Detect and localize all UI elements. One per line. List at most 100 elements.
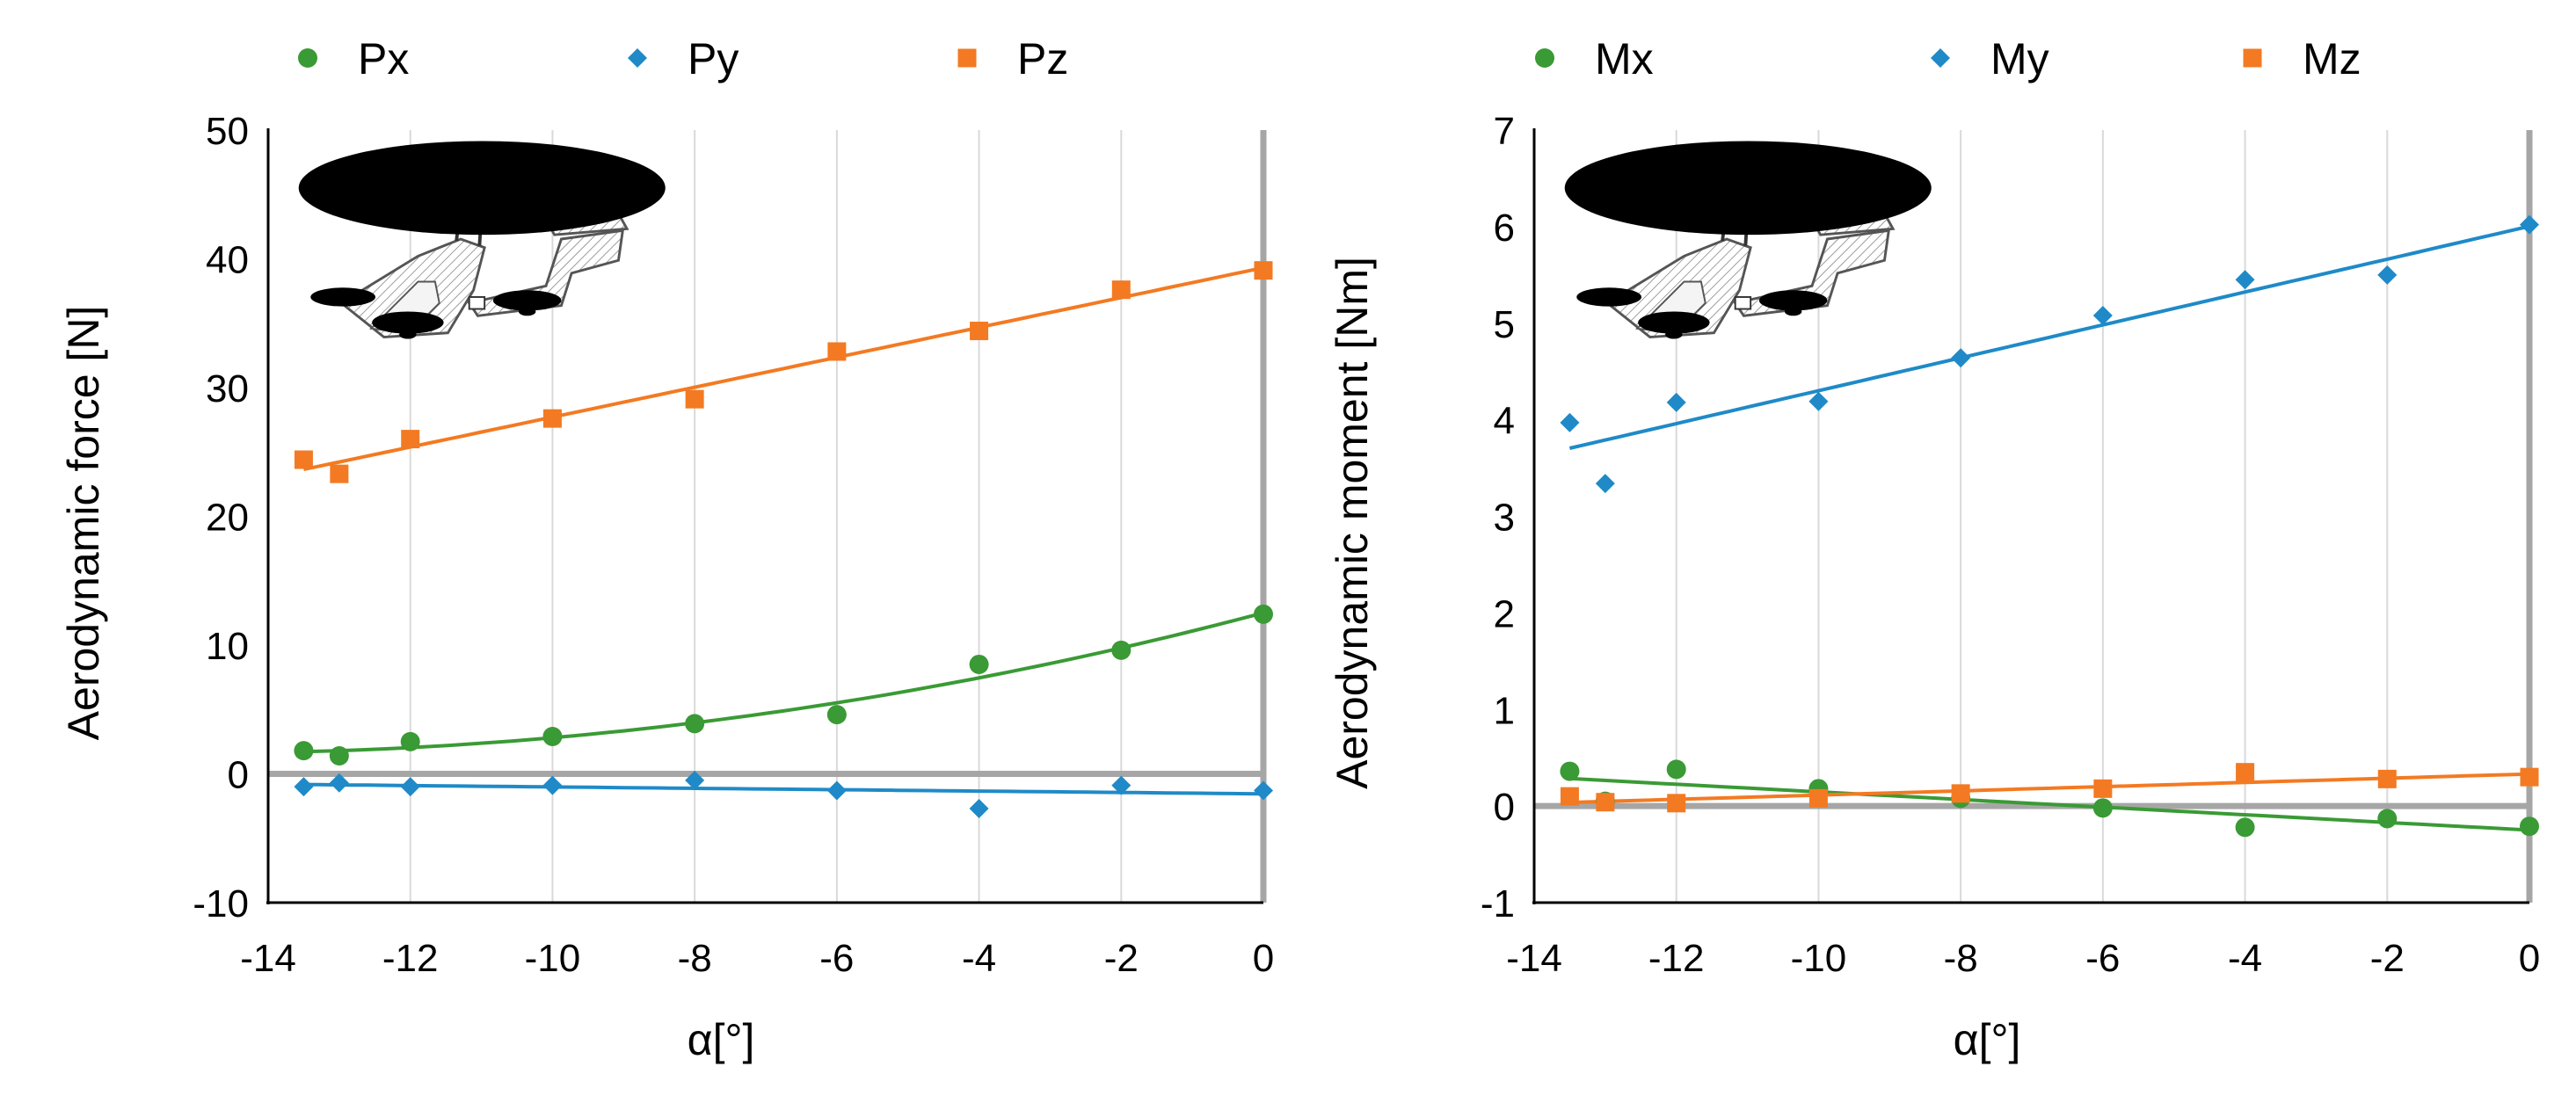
point-mz: [2093, 779, 2113, 798]
legend-item-pz: Pz: [957, 34, 1068, 83]
moment-chart-y-tick-label: 4: [1494, 400, 1515, 443]
moment-chart-helicopter-icon: [1562, 139, 1933, 341]
point-my: [1595, 474, 1615, 494]
moment-chart-y-tick-label: 0: [1494, 786, 1515, 829]
legend-label-px: Px: [358, 34, 409, 83]
point-px: [1111, 640, 1132, 660]
trendline-mx: [1569, 776, 2530, 832]
moment-chart-y-tick-label: -1: [1481, 882, 1515, 925]
point-my: [2235, 270, 2255, 290]
point-px: [969, 654, 989, 674]
force-chart-y-tick-label: 0: [228, 754, 249, 797]
force-chart-x-tick-label: -2: [1104, 937, 1139, 980]
moment-chart-x-tick-label: -12: [1648, 937, 1705, 980]
legend-marker-pz: [957, 48, 977, 68]
force-chart-frame: [266, 128, 1267, 904]
trendline-mz: [1569, 772, 2530, 805]
force-chart-x-tick-label: -4: [962, 937, 996, 980]
legend-item-py: Py: [628, 34, 739, 83]
legend-item-mz: Mz: [2243, 34, 2361, 83]
point-mz: [1560, 787, 1579, 806]
force-chart-y-tick-label: 40: [206, 239, 249, 282]
moment-chart-legend: Mx My Mz: [1535, 34, 2361, 83]
legend-label-mz: Mz: [2303, 34, 2361, 83]
point-mz: [1951, 784, 1970, 803]
point-pz: [330, 464, 349, 483]
moment-chart-y-tick-label: 2: [1494, 592, 1515, 635]
moment-chart-x-tick-label: -6: [2085, 937, 2120, 980]
point-mx: [1666, 759, 1686, 780]
point-mz: [2520, 767, 2539, 787]
moment-chart-x-ticks: -14 -12 -10 -8 -6 -4 -2 0: [1506, 937, 2540, 980]
point-py: [542, 775, 563, 795]
point-px: [294, 741, 314, 761]
point-mz: [2377, 769, 2397, 788]
point-px: [400, 731, 420, 751]
moment-chart-x-tick-label: -10: [1791, 937, 1847, 980]
force-chart: -14 -12 -10 -8 -6 -4 -2 0 -10 0 10 20 30 40 50 α[°] A…: [59, 34, 1274, 1064]
point-mx: [2520, 816, 2539, 837]
trendline-px: [303, 611, 1264, 754]
force-chart-y-title: Aerodynamic force [N]: [59, 306, 108, 741]
moment-chart-x-title: α[°]: [1954, 1015, 2021, 1064]
force-chart-x-ticks: -14 -12 -10 -8 -6 -4 -2 0: [240, 937, 1274, 980]
point-py: [294, 777, 314, 797]
point-px: [542, 727, 563, 747]
point-px: [1254, 604, 1273, 624]
moment-chart-grid: [1675, 130, 2389, 903]
point-pz: [294, 450, 313, 469]
point-mz: [1808, 788, 1828, 808]
trendline-py: [303, 782, 1264, 796]
legend-item-my: My: [1931, 34, 2049, 83]
point-px: [329, 745, 349, 766]
moment-chart-x-tick-label: -14: [1506, 937, 1562, 980]
legend-label-my: My: [1990, 34, 2049, 83]
moment-chart-y-tick-label: 7: [1494, 110, 1515, 153]
legend-marker-px: [298, 48, 317, 68]
point-pz: [401, 430, 420, 449]
point-px: [826, 705, 847, 725]
point-mx: [2377, 809, 2398, 829]
force-chart-legend: Px Py Pz: [298, 34, 1068, 83]
point-py: [400, 777, 420, 797]
moment-chart-x-tick-label: -2: [2370, 937, 2405, 980]
point-mz: [1596, 793, 1615, 812]
legend-label-py: Py: [688, 34, 739, 83]
point-py: [826, 780, 847, 801]
point-pz: [827, 342, 847, 361]
point-mz: [2236, 763, 2255, 782]
force-chart-y-tick-label: 50: [206, 110, 249, 153]
point-pz: [685, 389, 704, 409]
force-chart-x-tick-label: -14: [240, 937, 296, 980]
legend-marker-py: [628, 48, 647, 68]
moment-chart-x-tick-label: -4: [2228, 937, 2262, 980]
point-my: [1560, 412, 1580, 432]
force-chart-y-tick-label: 10: [206, 625, 249, 668]
moment-chart-markers: [1560, 214, 2539, 838]
force-chart-y-tick-label: 30: [206, 367, 249, 410]
moment-chart-y-tick-label: 6: [1494, 207, 1515, 250]
legend-marker-my: [1931, 48, 1950, 68]
legend-marker-mx: [1535, 48, 1554, 68]
force-chart-markers: [294, 261, 1273, 819]
moment-chart-y-ticks: -1 0 1 2 3 4 5 6 7: [1481, 110, 1515, 925]
point-py: [1111, 775, 1132, 795]
force-chart-x-tick-label: -10: [525, 937, 581, 980]
force-chart-y-tick-label: -10: [193, 882, 249, 925]
legend-label-mx: Mx: [1595, 34, 1654, 83]
legend-item-px: Px: [298, 34, 409, 83]
point-py: [329, 773, 349, 793]
point-my: [2377, 265, 2398, 285]
force-chart-helicopter-icon: [296, 139, 667, 341]
moment-chart-y-tick-label: 5: [1494, 303, 1515, 346]
point-my: [1666, 392, 1686, 412]
force-chart-y-tick-label: 20: [206, 497, 249, 540]
point-py: [685, 770, 705, 790]
moment-chart-y-title: Aerodynamic moment [Nm]: [1328, 257, 1377, 789]
point-pz: [1254, 261, 1273, 280]
force-chart-x-tick-label: -12: [382, 937, 439, 980]
force-chart-x-title: α[°]: [688, 1015, 755, 1064]
trendline-pz: [302, 265, 1264, 472]
